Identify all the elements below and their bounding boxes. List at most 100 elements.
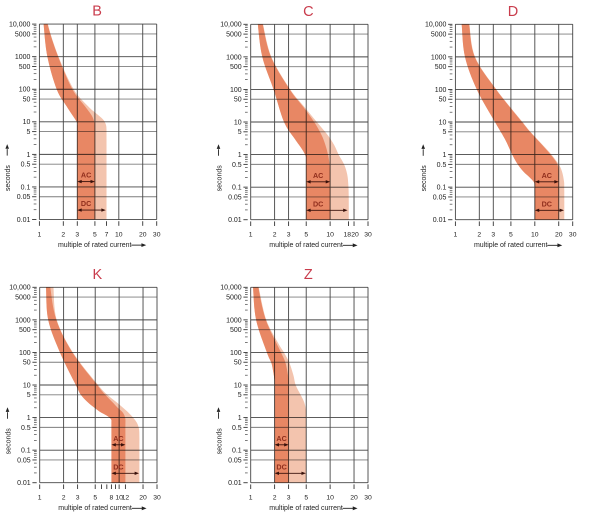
svg-text:2: 2 [273, 495, 277, 502]
svg-text:20: 20 [351, 232, 359, 239]
svg-text:1000: 1000 [226, 317, 242, 324]
svg-text:DC: DC [81, 199, 91, 208]
svg-text:seconds: seconds [216, 428, 223, 455]
svg-text:0.05: 0.05 [228, 194, 242, 201]
svg-text:0.1: 0.1 [232, 185, 242, 192]
svg-text:5000: 5000 [226, 32, 242, 39]
svg-text:multiple of rated current: multiple of rated current [474, 242, 548, 249]
svg-text:1: 1 [249, 495, 253, 502]
svg-text:10,000: 10,000 [9, 22, 31, 29]
svg-text:18: 18 [344, 232, 352, 239]
svg-text:50: 50 [23, 360, 31, 367]
svg-text:10: 10 [115, 495, 123, 502]
svg-text:0.05: 0.05 [433, 194, 447, 201]
svg-text:2: 2 [61, 231, 65, 238]
svg-text:100: 100 [230, 87, 242, 94]
svg-text:5: 5 [442, 129, 446, 136]
svg-text:AC: AC [542, 171, 552, 180]
svg-text:multiple of rated current: multiple of rated current [58, 505, 132, 512]
svg-text:0.05: 0.05 [17, 194, 31, 201]
svg-text:10,000: 10,000 [425, 22, 447, 29]
svg-text:20: 20 [555, 232, 563, 239]
svg-text:100: 100 [435, 87, 447, 94]
svg-text:50: 50 [23, 96, 31, 103]
svg-text:10,000: 10,000 [9, 285, 31, 292]
svg-text:2: 2 [477, 232, 481, 239]
svg-text:0.01: 0.01 [228, 480, 242, 487]
svg-text:AC: AC [81, 171, 91, 180]
svg-text:0.01: 0.01 [228, 217, 242, 224]
svg-text:seconds: seconds [5, 165, 12, 192]
svg-text:Z: Z [304, 267, 313, 283]
svg-text:5000: 5000 [431, 32, 447, 39]
svg-text:0.1: 0.1 [21, 448, 31, 455]
svg-text:8: 8 [110, 495, 114, 502]
svg-text:0.5: 0.5 [232, 425, 242, 432]
svg-text:0.5: 0.5 [437, 162, 447, 169]
svg-text:AC: AC [113, 434, 123, 443]
svg-text:5: 5 [93, 495, 97, 502]
svg-text:0.01: 0.01 [17, 217, 31, 224]
svg-text:100: 100 [19, 350, 31, 357]
svg-text:5: 5 [509, 232, 513, 239]
svg-text:10,000: 10,000 [220, 22, 242, 29]
svg-text:1: 1 [238, 415, 242, 422]
svg-text:5000: 5000 [15, 31, 31, 38]
svg-text:10: 10 [234, 119, 242, 126]
svg-text:10: 10 [439, 119, 447, 126]
svg-text:1: 1 [442, 152, 446, 159]
svg-text:1000: 1000 [15, 54, 31, 61]
svg-text:3: 3 [76, 495, 80, 502]
svg-text:5: 5 [26, 129, 30, 136]
svg-text:20: 20 [139, 231, 147, 238]
svg-text:seconds: seconds [5, 428, 12, 455]
svg-text:2: 2 [273, 232, 277, 239]
svg-text:0.5: 0.5 [21, 425, 31, 432]
svg-text:3: 3 [491, 232, 495, 239]
svg-text:K: K [93, 267, 103, 283]
svg-text:30: 30 [153, 231, 161, 238]
svg-text:5: 5 [238, 392, 242, 399]
svg-text:10: 10 [326, 232, 334, 239]
svg-text:0.1: 0.1 [21, 184, 31, 191]
svg-text:multiple of rated current: multiple of rated current [58, 242, 132, 249]
svg-text:0.5: 0.5 [21, 162, 31, 169]
svg-text:30: 30 [569, 232, 577, 239]
svg-text:30: 30 [153, 495, 161, 502]
svg-text:0.1: 0.1 [437, 185, 447, 192]
svg-text:5000: 5000 [15, 295, 31, 302]
svg-text:50: 50 [439, 97, 447, 104]
svg-text:500: 500 [230, 327, 242, 334]
svg-text:5: 5 [304, 232, 308, 239]
svg-text:500: 500 [230, 64, 242, 71]
svg-text:DC: DC [276, 462, 286, 471]
svg-text:1: 1 [38, 231, 42, 238]
svg-text:3: 3 [287, 232, 291, 239]
svg-text:30: 30 [364, 495, 372, 502]
svg-text:50: 50 [234, 97, 242, 104]
svg-text:C: C [303, 4, 313, 20]
svg-text:500: 500 [19, 64, 31, 71]
svg-text:500: 500 [435, 64, 447, 71]
svg-text:seconds: seconds [216, 165, 223, 192]
svg-text:0.1: 0.1 [232, 448, 242, 455]
svg-text:D: D [508, 4, 518, 20]
svg-text:AC: AC [276, 434, 286, 443]
svg-text:12: 12 [122, 495, 130, 502]
svg-text:10,000: 10,000 [220, 285, 242, 292]
svg-text:10: 10 [234, 382, 242, 389]
svg-text:20: 20 [139, 495, 147, 502]
svg-text:500: 500 [19, 327, 31, 334]
svg-text:3: 3 [287, 495, 291, 502]
svg-text:7: 7 [105, 231, 109, 238]
svg-text:1: 1 [27, 415, 31, 422]
svg-text:multiple of rated current: multiple of rated current [269, 242, 343, 249]
svg-text:2: 2 [62, 495, 66, 502]
svg-text:50: 50 [234, 360, 242, 367]
svg-text:10: 10 [23, 119, 31, 126]
svg-text:30: 30 [364, 232, 372, 239]
svg-text:0.05: 0.05 [17, 457, 31, 464]
svg-text:5: 5 [304, 495, 308, 502]
svg-text:1: 1 [38, 495, 42, 502]
svg-text:seconds: seconds [421, 165, 428, 192]
